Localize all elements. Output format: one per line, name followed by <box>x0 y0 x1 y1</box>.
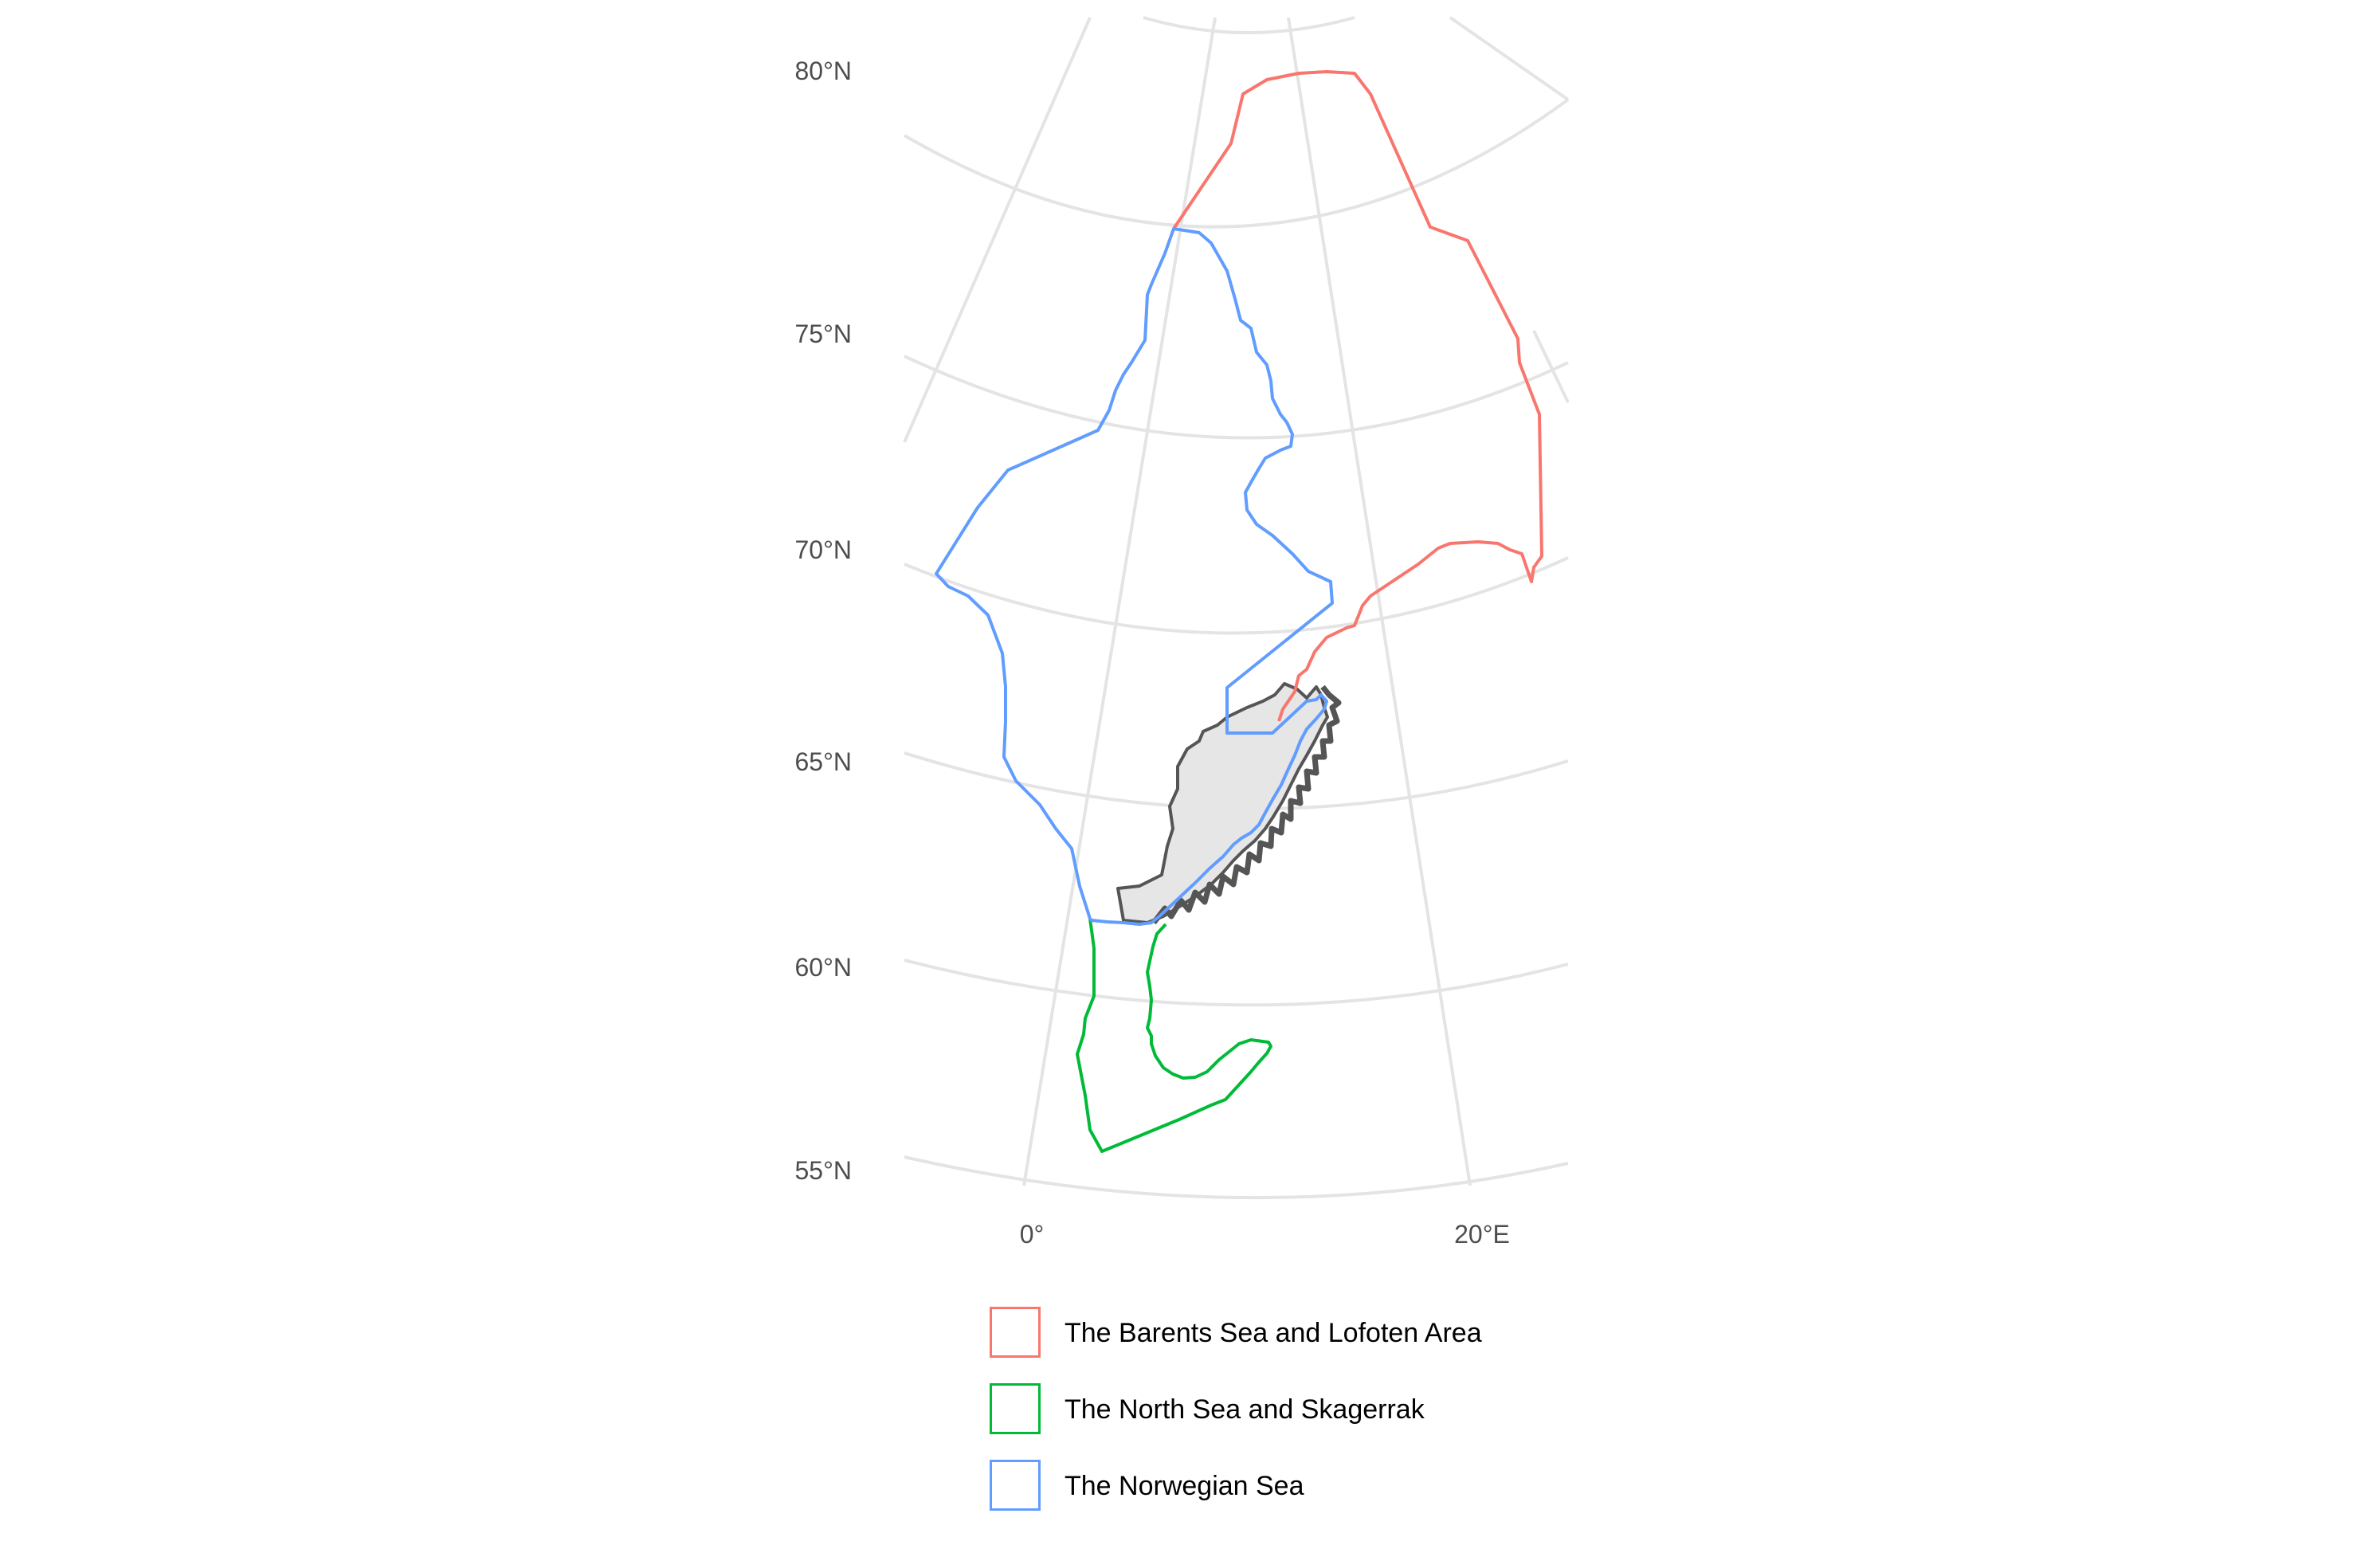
parallel-top-arc <box>1143 16 1355 34</box>
lat-label-70n: 70°N <box>794 535 853 564</box>
legend-item-norwegian-sea: The Norwegian Sea <box>990 1460 1547 1514</box>
lat-label-75n: 75°N <box>794 320 853 348</box>
legend-swatch-barents <box>990 1307 1041 1358</box>
land-area <box>1116 682 1329 924</box>
legend-label-norwegian-sea: The Norwegian Sea <box>1065 1471 1304 1501</box>
region-norwegian-sea <box>935 227 1334 926</box>
legend-item-barents: The Barents Sea and Lofoten Area <box>990 1307 1547 1361</box>
legend-label-north-sea: The North Sea and Skagerrak <box>1065 1394 1425 1425</box>
norway-land <box>1116 682 1342 925</box>
meridian-30 <box>1532 330 1570 403</box>
legend-label-barents: The Barents Sea and Lofoten Area <box>1065 1318 1482 1348</box>
lon-label-20e: 20°E <box>1454 1220 1510 1249</box>
legend-swatch-norwegian-sea <box>990 1460 1041 1511</box>
meridian-10 <box>1287 17 1472 1186</box>
land-coast <box>1151 684 1342 925</box>
legend-swatch-north-sea <box>990 1383 1041 1434</box>
parallel-70n <box>904 556 1569 635</box>
lon-label-0: 0° <box>1019 1220 1045 1249</box>
parallel-80n <box>903 98 1570 229</box>
lat-label-80n: 80°N <box>794 57 853 85</box>
meridian-minus10 <box>903 17 1092 443</box>
parallel-75n <box>904 355 1569 440</box>
region-north-sea <box>1076 918 1272 1153</box>
parallel-55n <box>904 1155 1569 1200</box>
meridian-0 <box>1022 17 1217 1186</box>
parallel-60n <box>904 959 1569 1007</box>
lat-label-60n: 60°N <box>794 953 853 982</box>
legend-item-north-sea: The North Sea and Skagerrak <box>990 1383 1547 1437</box>
lat-label-65n: 65°N <box>794 747 853 776</box>
meridian-20 <box>1449 16 1570 101</box>
lat-label-55n: 55°N <box>794 1156 853 1185</box>
region-barents-sea <box>1172 70 1543 722</box>
graticule <box>903 16 1570 1200</box>
